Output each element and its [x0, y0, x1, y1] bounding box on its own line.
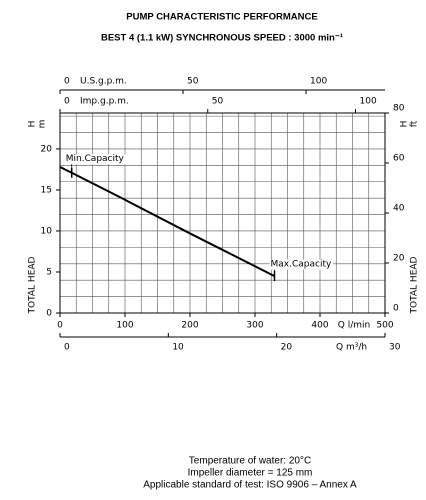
annotation-bg	[269, 259, 333, 270]
y-unit: m	[38, 120, 48, 129]
x-tick-label: 200	[181, 321, 198, 331]
y-tick-label: 5	[46, 267, 52, 277]
note: Temperature of water: 20°C	[189, 456, 311, 467]
x-axis-label: Q m³/h	[336, 343, 367, 353]
x-tick-label: 30	[389, 343, 401, 353]
y2-unit: ft	[410, 120, 420, 127]
y2-tick-label: 60	[393, 154, 405, 164]
note: Applicable standard of test: ISO 9906 – …	[143, 480, 357, 491]
x-tick-label: 300	[246, 321, 263, 331]
annotation: Max.Capacity	[271, 260, 332, 270]
x-tick-label: 0	[64, 343, 70, 353]
y2-tick-label: 40	[393, 204, 405, 214]
x-tick-label: 10	[172, 343, 184, 353]
x-tick-label: 0	[64, 77, 70, 87]
x-tick-label: 100	[116, 321, 133, 331]
x-tick-label: 400	[311, 321, 328, 331]
y2-axis-label: TOTAL HEAD	[410, 256, 420, 314]
x-tick-label: 50	[187, 77, 199, 87]
x-tick-label: 20	[281, 343, 293, 353]
x-tick-label: 0	[57, 321, 63, 331]
y2-tick-label: 80	[393, 104, 405, 114]
x-tick-label: 100	[360, 97, 377, 107]
annotation-bg	[64, 154, 126, 165]
x-tick-label: 0	[64, 97, 70, 107]
x-tick-label: 500	[376, 321, 393, 331]
y-tick-label: 20	[41, 144, 53, 154]
chart-title: PUMP CHARACTERISTIC PERFORMANCE	[126, 12, 317, 23]
y-symbol: H	[28, 121, 38, 128]
y2-tick-label: 0	[393, 304, 399, 314]
x-tick-label: 50	[212, 97, 224, 107]
x-axis-label: Imp.g.p.m.	[80, 97, 129, 107]
y2-symbol: H	[400, 121, 410, 128]
y-tick-label: 0	[46, 309, 52, 319]
curve	[59, 166, 275, 277]
y-tick-label: 10	[41, 226, 53, 236]
y-tick-label: 15	[41, 185, 52, 195]
x-axis-label: U.S.g.p.m.	[80, 77, 127, 87]
note: Impeller diameter = 125 mm	[188, 468, 313, 479]
y-axis-label: TOTAL HEAD	[28, 256, 38, 314]
x-axis-label: Q l/min	[338, 321, 370, 331]
chart-subtitle: BEST 4 (1.1 kW) SYNCHRONOUS SPEED : 3000…	[101, 33, 343, 44]
y2-tick-label: 20	[393, 254, 405, 264]
x-tick-label: 100	[310, 77, 327, 87]
annotation: Min.Capacity	[66, 154, 125, 164]
